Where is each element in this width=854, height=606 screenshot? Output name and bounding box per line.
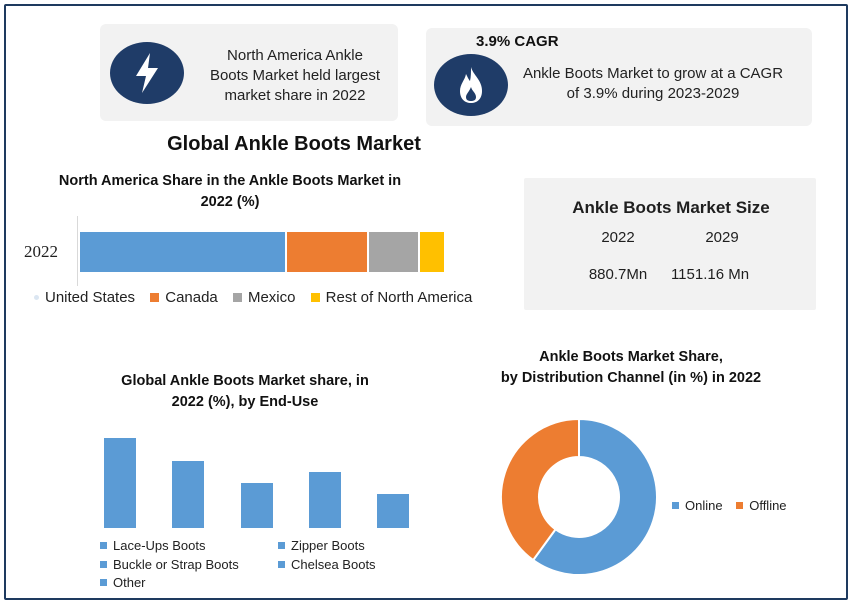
regional-share-card: North America Ankle Boots Market held la… [100, 24, 398, 121]
chart2-legend-lace-ups: Lace-Ups Boots [100, 538, 206, 553]
chart1-category-label: 2022 [24, 242, 58, 261]
bar-buckle-or-strap-boots [241, 483, 273, 528]
infographic-frame [4, 4, 848, 600]
chart1-title: North America Share in the Ankle Boots M… [58, 173, 402, 210]
market-size-title: Ankle Boots Market Size [572, 198, 770, 217]
cagr-text: Ankle Boots Market to grow at a CAGR of … [522, 65, 784, 102]
bar-zipper-boots [172, 460, 204, 528]
page-title: Global Ankle Boots Market [167, 133, 421, 155]
chart3-legend: Online Offline [672, 498, 787, 513]
stack-segment-rest-of-north-america [420, 232, 445, 272]
stack-segment-united-states [80, 232, 286, 272]
chart3-donut [500, 417, 658, 576]
legend-item-mexico: Mexico [232, 289, 295, 306]
chart1-axis-line [77, 216, 78, 286]
legend-item-rest-of-north-america: Rest of North America [310, 289, 472, 306]
bar-chelsea-boots [309, 471, 341, 528]
market-size-value-2022: 880.7Mn [588, 266, 648, 283]
stack-segment-mexico [368, 232, 419, 272]
flame-icon [434, 54, 508, 116]
market-size-year-2022: 2022 [601, 229, 635, 246]
legend-item-offline: Offline [736, 498, 787, 513]
chart2-legend-other: Other [100, 575, 146, 590]
market-size-card [524, 178, 816, 310]
cagr-card [426, 28, 812, 126]
lightning-icon [110, 42, 184, 104]
bar-lace-ups-boots [104, 438, 136, 528]
chart2-title: Global Ankle Boots Market share, in 2022… [121, 373, 369, 410]
regional-share-text: North America Ankle Boots Market held la… [209, 47, 381, 104]
market-size-value-2029: 1151.16 Mn [670, 266, 750, 283]
bar-other [377, 494, 409, 528]
legend-item-online: Online [672, 498, 723, 513]
chart2-legend-buckle: Buckle or Strap Boots [100, 557, 239, 572]
donut-slice-online [531, 417, 658, 576]
legend-item-united-states: United States [34, 289, 135, 306]
stack-segment-canada [287, 232, 367, 272]
chart2-legend-chelsea: Chelsea Boots [278, 557, 376, 572]
donut-slice-offline [500, 417, 580, 562]
cagr-title: 3.9% CAGR [476, 33, 559, 50]
chart3-title: Ankle Boots Market Share, by Distributio… [500, 349, 762, 386]
chart2-legend-zipper: Zipper Boots [278, 538, 365, 553]
market-size-year-2029: 2029 [705, 229, 739, 246]
legend-item-canada: Canada [150, 289, 218, 306]
chart1-legend: United States Canada Mexico Rest of Nort… [34, 289, 483, 306]
